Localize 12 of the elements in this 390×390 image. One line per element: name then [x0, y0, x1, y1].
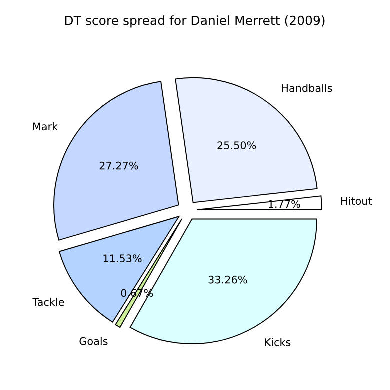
data-label: 27.27%: [100, 162, 138, 170]
data-label: 11.53%: [104, 254, 142, 263]
data-label: 25.50%: [218, 142, 256, 150]
chart-title: DT score spread for Daniel Merrett (2009): [65, 16, 325, 28]
slice-label: Tackle: [32, 298, 64, 306]
slice-label: Goals: [80, 337, 108, 346]
slice-label: Handballs: [282, 84, 332, 92]
slice-label: Mark: [33, 122, 58, 131]
slice-label: Hitout: [341, 197, 372, 206]
data-label: 1.77%: [268, 200, 300, 208]
data-label: 33.26%: [208, 276, 248, 284]
slice-label: Kicks: [265, 338, 291, 346]
